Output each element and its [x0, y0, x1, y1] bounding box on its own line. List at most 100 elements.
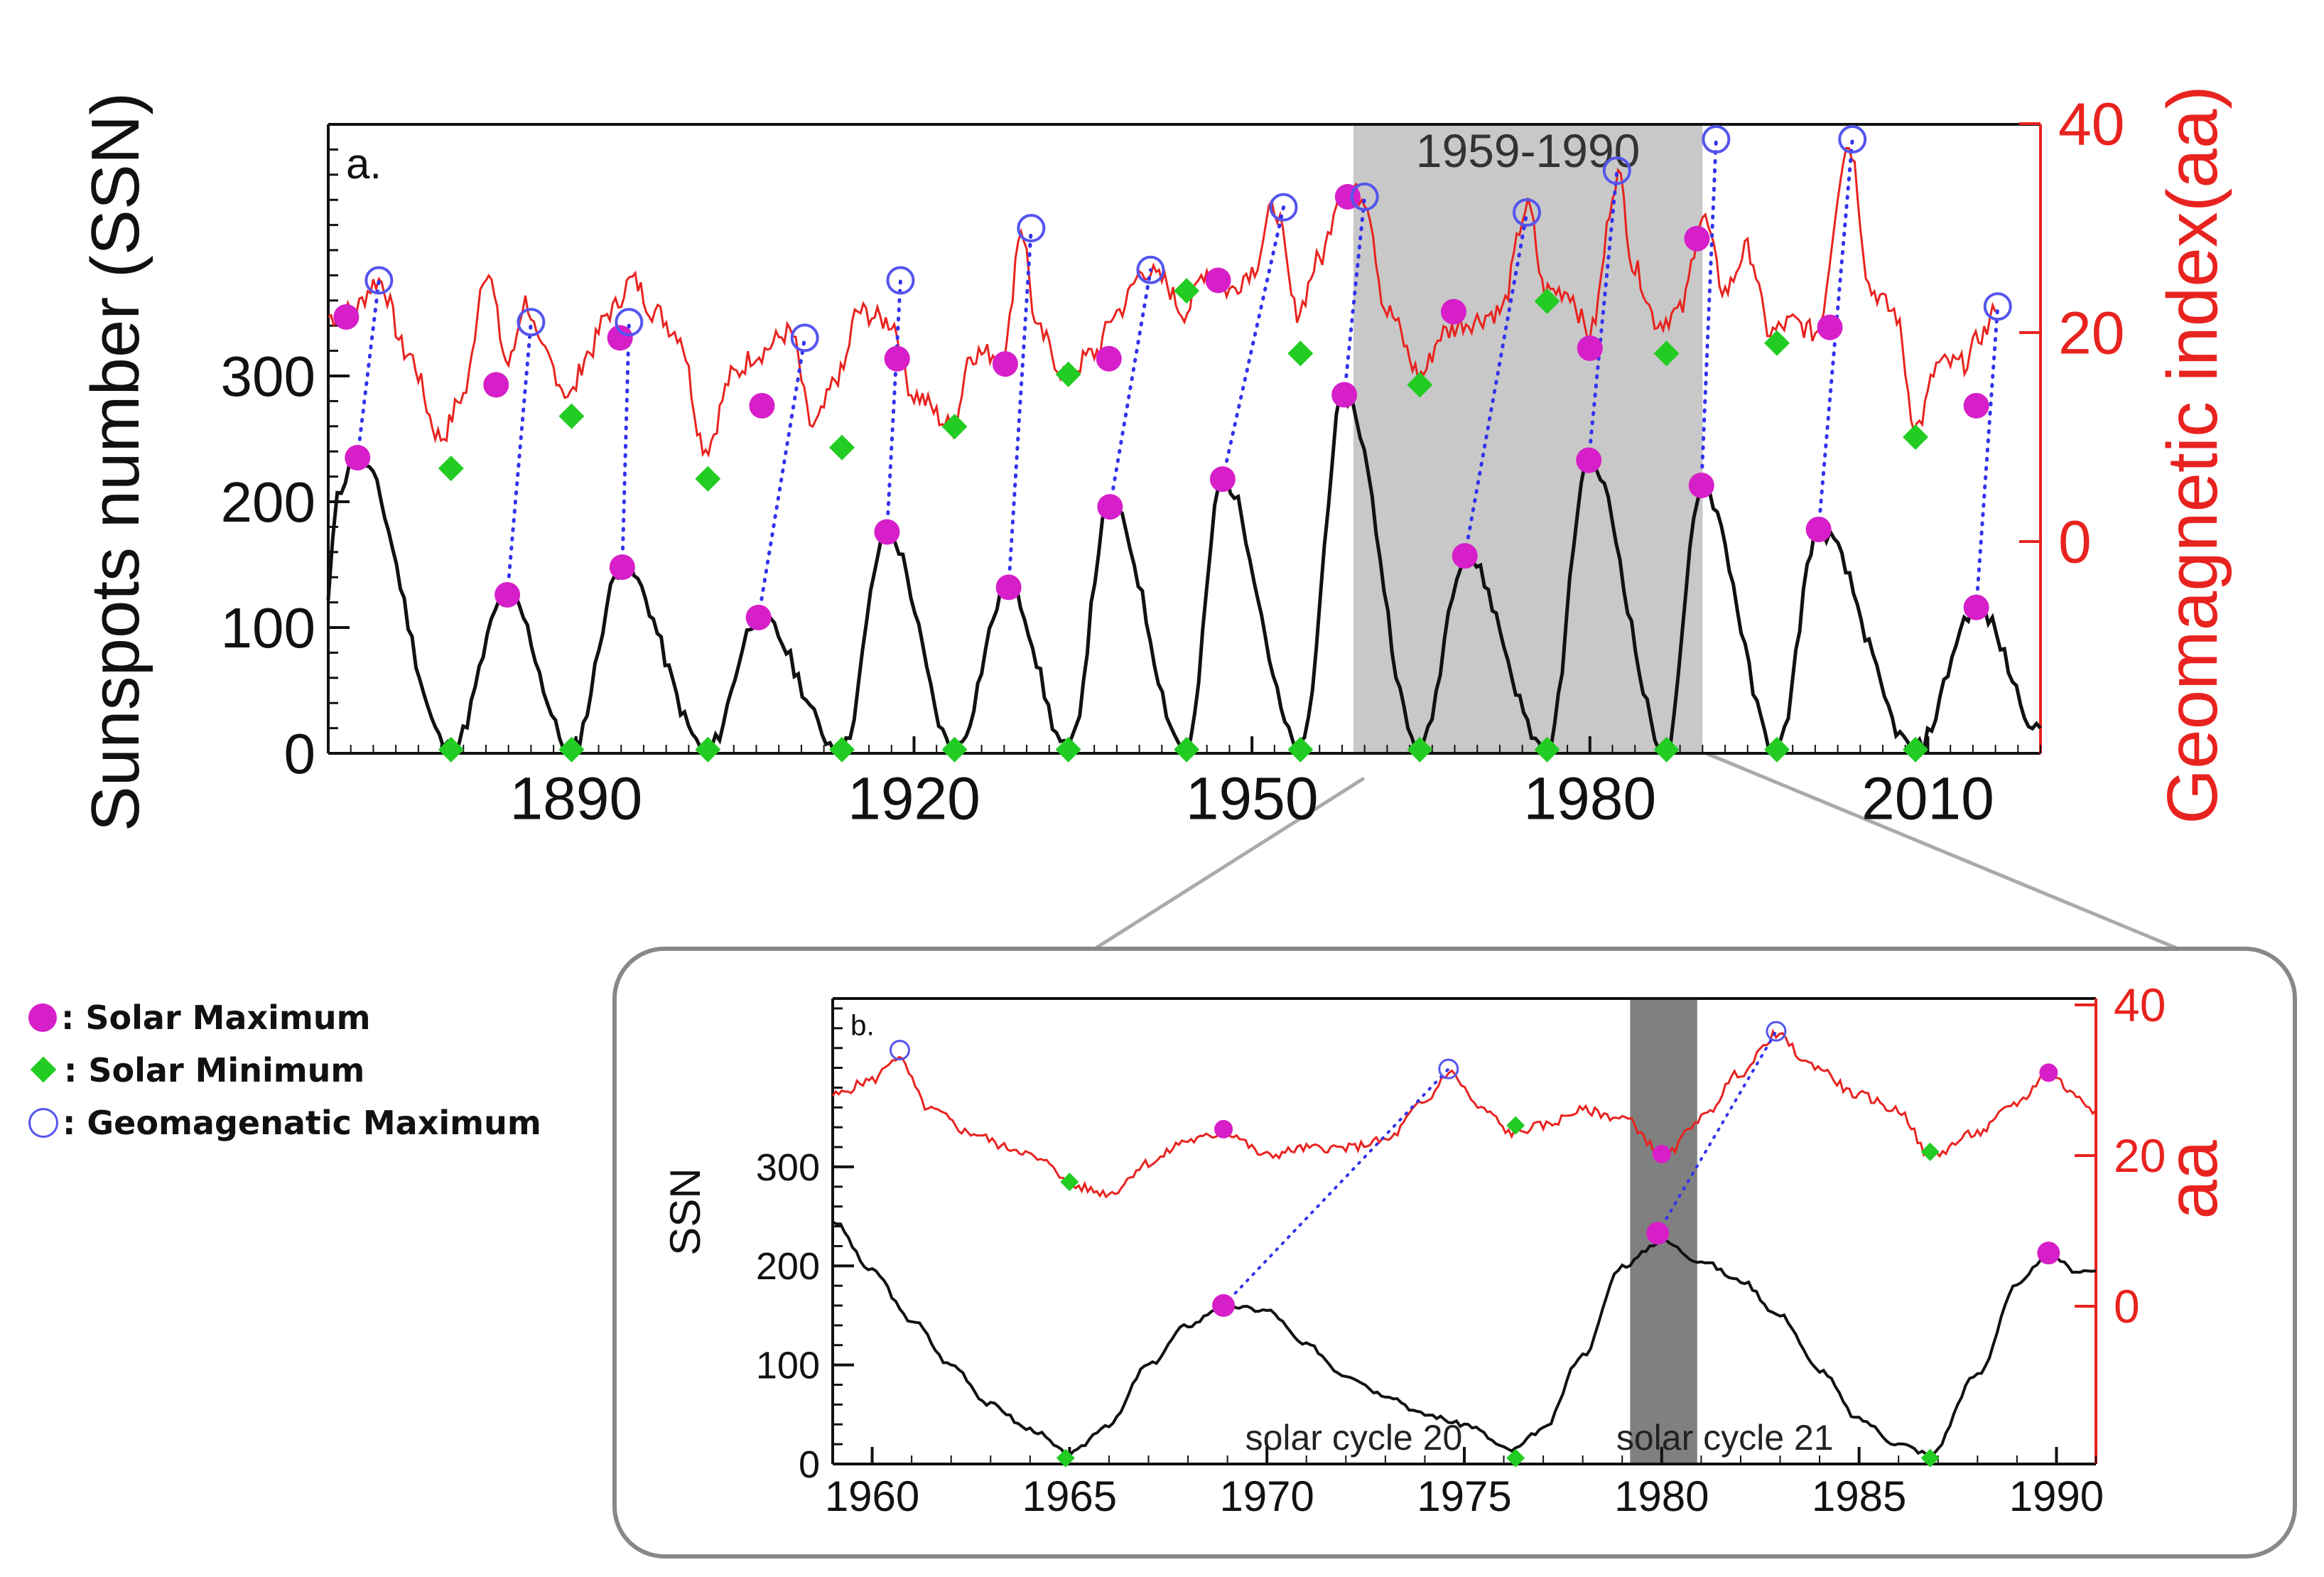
aa-max-marker [1440, 298, 1466, 325]
ssn-max-marker [995, 574, 1022, 601]
ssn-min-marker [1407, 736, 1433, 763]
connector-line [355, 279, 381, 460]
aa-max-marker [2039, 1063, 2058, 1082]
ssn-min-marker [438, 736, 464, 763]
aa-min-marker [941, 414, 968, 440]
ssn-min-marker [558, 736, 585, 763]
legend-solar-max: : Solar Maximum [28, 991, 611, 1044]
y-tick-label: 0 [284, 722, 316, 785]
ssn-min-marker [1903, 736, 1929, 763]
aa-min-marker [695, 465, 721, 492]
geo-max-marker [1438, 1058, 1459, 1080]
aa-max-marker [1577, 335, 1603, 362]
ssn-max-marker [745, 604, 772, 630]
ssn-min-marker [941, 736, 968, 763]
ssn-max-marker [1688, 472, 1714, 498]
x-tick-label: 1920 [848, 765, 980, 831]
y-tick-label: 200 [221, 470, 315, 534]
x-tick-label: 2010 [1861, 765, 1994, 831]
legend-solar-min-label: : Solar Minimum [64, 1051, 365, 1089]
aa-min-marker [438, 456, 464, 482]
ssn-max-marker [1212, 1294, 1236, 1318]
geo-max-marker [886, 266, 915, 295]
aa-min-marker [558, 403, 585, 429]
panel-label: b. [850, 1008, 875, 1041]
connector-line [1342, 195, 1367, 397]
y2-tick-label: 20 [2114, 1129, 2166, 1182]
ssn-min-marker [829, 736, 855, 763]
geo-max-marker [1702, 125, 1731, 154]
ssn-min-marker [1534, 736, 1560, 763]
x-tick-label: 1980 [1614, 1473, 1709, 1520]
solar-max-marker-icon [28, 1003, 57, 1032]
geo-max-marker [790, 323, 819, 352]
y-tick-label: 300 [221, 345, 315, 408]
legend-solar-max-label: : Solar Maximum [61, 999, 371, 1037]
panel-a: 0 100 200 300 0 20 40 1890 1920 1950 1980 2010 a. 195… [221, 90, 2125, 831]
x-tick-label: 1985 [1812, 1473, 1906, 1520]
ssn-min-marker [1763, 736, 1790, 763]
ssn-max-marker [609, 554, 635, 581]
geo-max-marker [517, 308, 546, 337]
geo-max-marker-icon [28, 1108, 58, 1138]
panel-b: 0 100 200 300 0 20 40 1960 1965 1970 1975 1980 1985 1… [756, 979, 2166, 1520]
ssn-min-marker [1506, 1448, 1525, 1468]
highlight-label: 1959-1990 [1416, 124, 1641, 177]
legend: : Solar Maximum : Solar Minimum : Geomag… [28, 991, 611, 1149]
aa-max-marker [1652, 1144, 1671, 1163]
panel-b-y2label: aa [2153, 1140, 2232, 1220]
aa-min-marker [1055, 361, 1081, 387]
aa-max-marker [884, 345, 910, 372]
ssn-line [832, 1220, 2097, 1458]
aa-max-marker [992, 351, 1018, 377]
aa-max-marker [1205, 267, 1231, 294]
connector-line [1221, 205, 1286, 481]
geo-max-marker [1269, 193, 1298, 222]
aa-max-marker [607, 325, 633, 351]
x-tick-label: 1980 [1523, 765, 1656, 831]
aa-max-marker [1817, 314, 1843, 340]
aa-min-marker [1903, 424, 1929, 450]
y2-tick-label: 20 [2058, 299, 2124, 366]
connector-line [1222, 1067, 1450, 1308]
ssn-max-marker [494, 581, 521, 608]
aa-max-marker [483, 372, 509, 398]
connector-line [505, 320, 533, 597]
ssn-max-marker [1963, 594, 1989, 620]
aa-min-marker [1653, 340, 1680, 367]
x-tick-label: 1950 [1186, 765, 1319, 831]
aa-min-marker [1407, 372, 1433, 398]
geo-max-marker [1983, 292, 2012, 321]
y-tick-label: 300 [756, 1146, 820, 1189]
panel-a-ylabel: Sunspots number (SSN) [77, 92, 153, 831]
ssn-max-marker [1452, 543, 1478, 569]
geo-max-marker [1136, 255, 1165, 284]
legend-geo-max: : Geomagenatic Maximum [28, 1097, 611, 1149]
y-tick-label: 200 [756, 1245, 820, 1288]
connector-line [620, 320, 631, 569]
annotation-cycle-20: solar cycle 20 [1245, 1418, 1463, 1458]
ssn-max-marker [1097, 494, 1123, 520]
geo-max-marker [889, 1040, 910, 1061]
connector-line [1587, 168, 1619, 463]
ssn-min-marker [1056, 1448, 1075, 1468]
legend-geo-max-label: : Geomagenatic Maximum [63, 1104, 541, 1142]
ssn-max-marker [1805, 516, 1832, 542]
zoom-line-right [1705, 751, 2196, 958]
connector-line [1656, 1030, 1778, 1235]
legend-solar-min: : Solar Minimum [28, 1044, 611, 1097]
connector-line [1463, 210, 1529, 558]
ssn-min-marker [1174, 736, 1200, 763]
ssn-line [326, 382, 2042, 759]
ssn-max-marker [874, 519, 900, 545]
geo-max-marker [615, 308, 644, 337]
y2-tick-label: 0 [2114, 1280, 2140, 1333]
geo-max-marker [1513, 198, 1541, 227]
aa-min-marker [1534, 288, 1560, 314]
ssn-min-marker [1287, 736, 1314, 763]
aa-max-marker [333, 303, 360, 330]
x-tick-label: 1975 [1417, 1473, 1511, 1520]
geo-max-marker [1017, 214, 1046, 242]
aa-min-marker [1763, 330, 1790, 356]
